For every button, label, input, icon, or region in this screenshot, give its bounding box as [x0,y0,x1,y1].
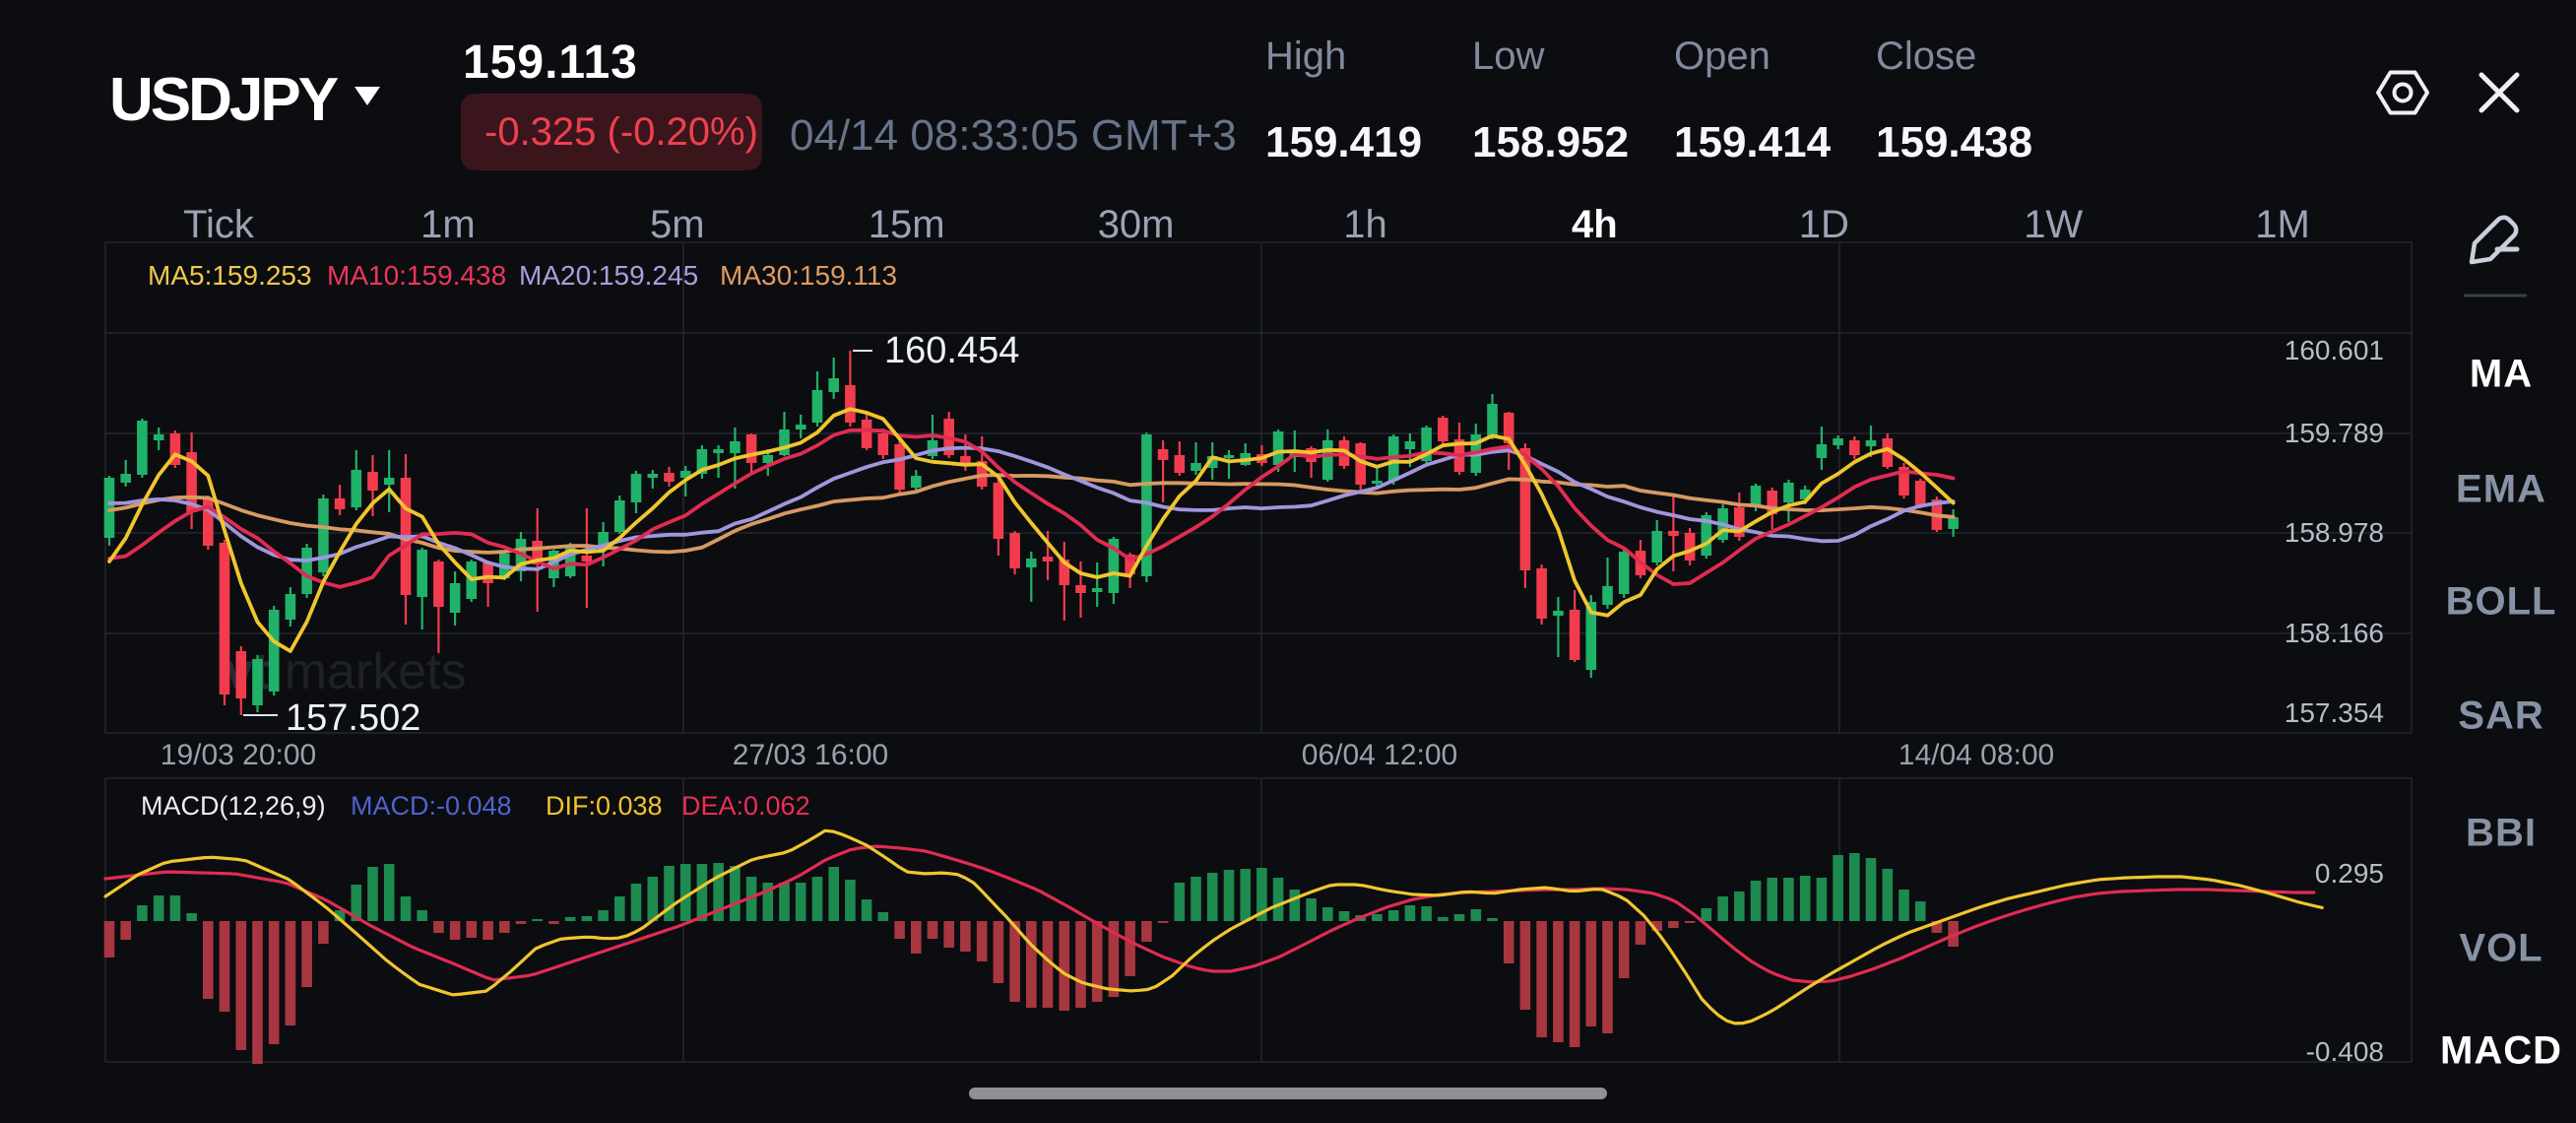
svg-text:157.502: 157.502 [286,697,420,739]
svg-text:160.454: 160.454 [884,330,1019,371]
